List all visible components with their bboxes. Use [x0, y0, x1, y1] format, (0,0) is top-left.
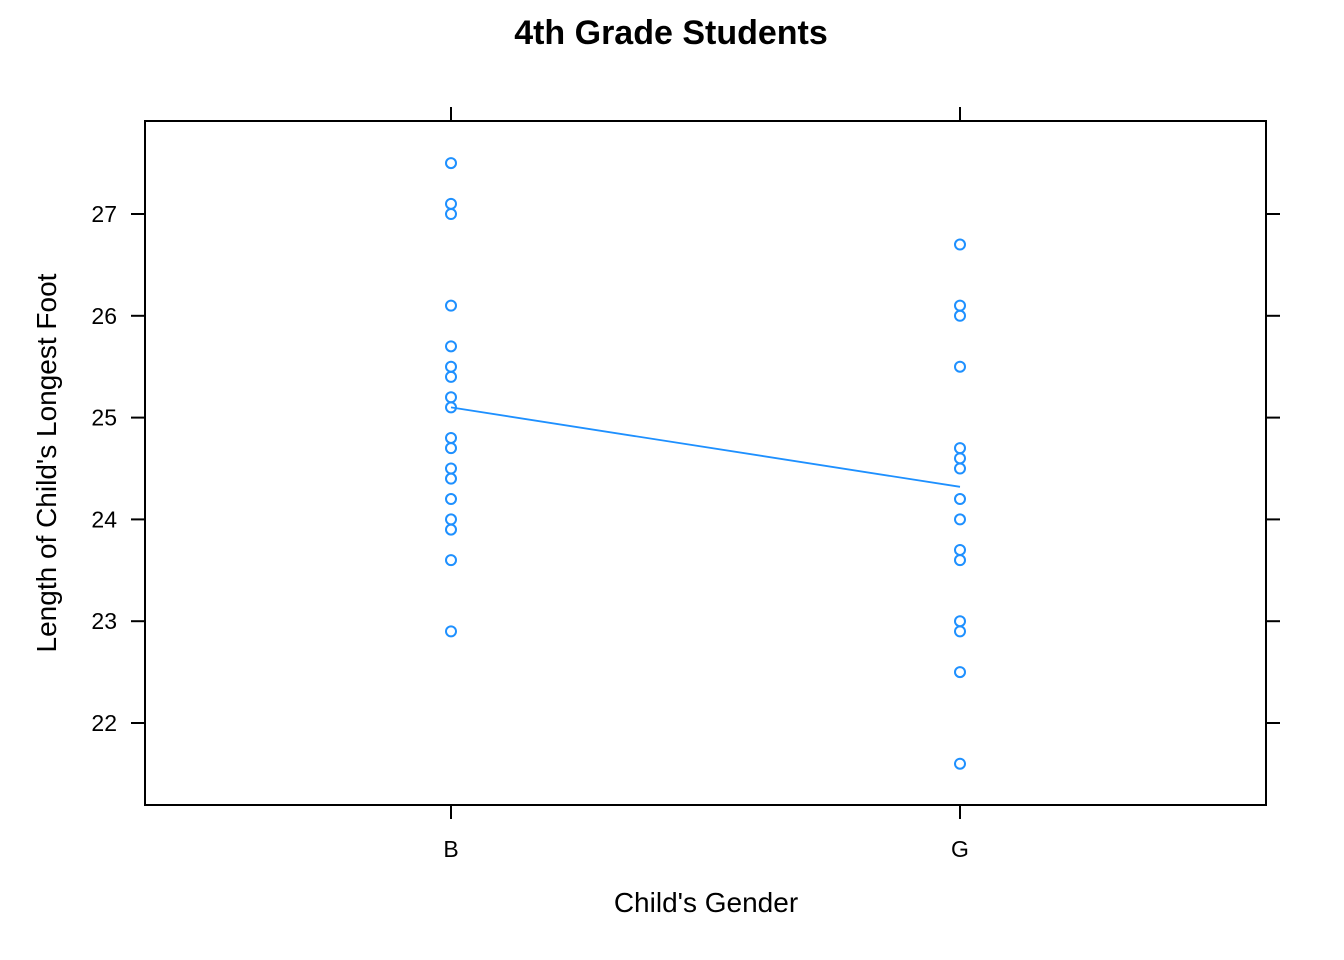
data-point-b — [445, 431, 457, 444]
data-point-b — [445, 340, 457, 353]
data-point-b — [445, 523, 457, 536]
data-point-g — [954, 554, 966, 567]
data-point-b — [445, 554, 457, 567]
data-point-g — [954, 238, 966, 251]
data-point-b — [445, 391, 457, 404]
data-point-b — [445, 157, 457, 170]
y-tick-label: 25 — [91, 405, 117, 431]
data-point-b — [445, 462, 457, 475]
plot-frame — [144, 120, 1267, 806]
data-point-g — [954, 625, 966, 638]
x-tick-label: G — [951, 836, 969, 862]
data-point-b — [445, 370, 457, 383]
y-axis-label: Length of Child's Longest Foot — [31, 273, 62, 652]
data-point-b — [445, 197, 457, 210]
data-point-g — [954, 543, 966, 556]
data-point-g — [954, 615, 966, 628]
y-tick-label: 24 — [91, 506, 117, 532]
data-point-b — [445, 442, 457, 455]
x-axis-label: Child's Gender — [614, 887, 798, 918]
data-point-g — [954, 757, 966, 770]
data-point-g — [954, 299, 966, 312]
data-point-g — [954, 513, 966, 526]
data-point-b — [445, 360, 457, 373]
data-point-b — [445, 401, 457, 414]
y-tick-label: 23 — [91, 608, 117, 634]
data-point-g — [954, 309, 966, 322]
x-tick-label: B — [443, 836, 458, 862]
data-point-g — [954, 666, 966, 679]
data-point-g — [954, 462, 966, 475]
data-point-b — [445, 493, 457, 506]
data-point-b — [445, 625, 457, 638]
data-point-b — [445, 299, 457, 312]
y-tick-label: 26 — [91, 303, 117, 329]
data-point-g — [954, 442, 966, 455]
mean-line — [450, 406, 961, 488]
data-point-b — [445, 472, 457, 485]
data-point-g — [954, 452, 966, 465]
plot-area: 22 23 24 25 26 27 B G — [91, 107, 1280, 862]
data-point-b — [445, 513, 457, 526]
data-point-g — [954, 360, 966, 373]
y-tick-label: 22 — [91, 710, 117, 736]
data-point-g — [954, 493, 966, 506]
y-tick-label: 27 — [91, 201, 117, 227]
chart-title: 4th Grade Students — [514, 14, 828, 52]
data-point-b — [445, 208, 457, 220]
